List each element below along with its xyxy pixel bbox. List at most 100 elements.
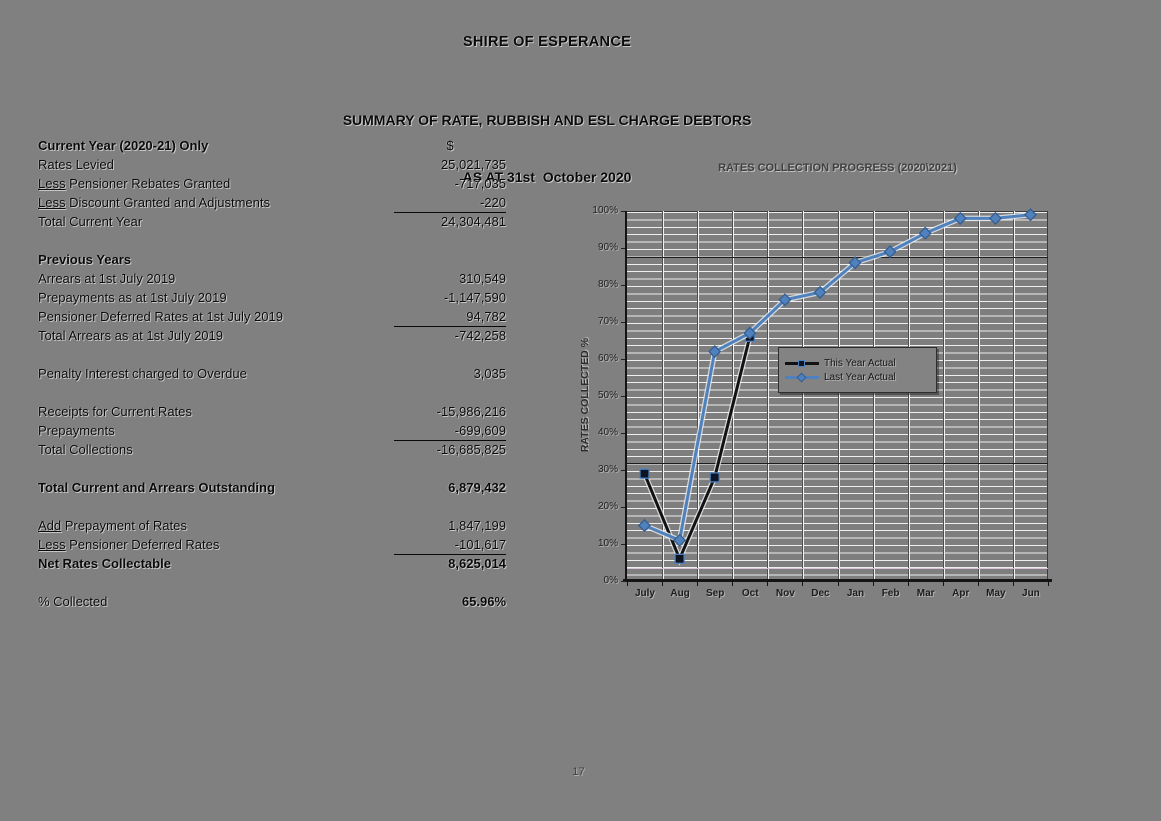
row-label: Receipts for Current Rates bbox=[38, 404, 192, 419]
x-tick-label: Feb bbox=[881, 588, 900, 599]
series-marker-this-year-actual bbox=[639, 468, 650, 479]
x-tick-label: Aug bbox=[670, 588, 690, 599]
y-tick-mark bbox=[621, 322, 625, 323]
row-value: -15,986,216 bbox=[436, 404, 506, 419]
series-marker-last-year-actual bbox=[743, 326, 757, 340]
row-label: Total Collections bbox=[38, 442, 133, 457]
series-marker-last-year-actual bbox=[778, 293, 792, 307]
table-row: Prepayments -699,609 bbox=[38, 422, 506, 441]
row-value: 6,879,432 bbox=[448, 480, 506, 495]
x-tick-mark bbox=[662, 582, 664, 586]
square-marker-icon bbox=[798, 359, 805, 367]
y-tick-mark bbox=[621, 470, 625, 471]
gridline-vertical bbox=[662, 211, 665, 581]
x-tick-mark bbox=[1012, 582, 1014, 586]
table-row: Total Collections -16,685,825 bbox=[38, 441, 506, 460]
debtors-summary-table: Current Year (2020-21) Only $ Rates Levied… bbox=[38, 137, 506, 612]
table-spacer-row bbox=[38, 384, 506, 403]
table-row: Penalty Interest charged to Overdue 3,035 bbox=[38, 365, 506, 384]
chart-title: RATES COLLECTION PROGRESS (2020\2021) bbox=[718, 162, 957, 174]
table-row: Prepayments as at 1st July 2019 -1,147,59… bbox=[38, 289, 506, 308]
row-label: Add Prepayment of Rates bbox=[38, 518, 187, 533]
legend-item: Last Year Actual bbox=[785, 372, 930, 383]
row-label: Current Year (2020-21) Only bbox=[38, 138, 209, 153]
x-tick-mark bbox=[872, 582, 874, 586]
series-marker-last-year-actual bbox=[883, 245, 897, 259]
reference-line bbox=[627, 257, 1048, 259]
row-label: Arrears at 1st July 2019 bbox=[38, 271, 176, 286]
series-marker-last-year-actual bbox=[953, 211, 967, 225]
table-row: Add Prepayment of Rates 1,847,199 bbox=[38, 517, 506, 536]
table-row: % Collected 65.96% bbox=[38, 593, 506, 612]
y-tick-label: 100% bbox=[592, 205, 618, 216]
page-title: SHIRE OF ESPERANCE bbox=[462, 34, 632, 50]
legend-item: This Year Actual bbox=[785, 358, 930, 369]
y-tick-label: 90% bbox=[597, 242, 618, 253]
table-row: Total Arrears as at 1st July 2019 -742,25… bbox=[38, 327, 506, 346]
series-marker-last-year-actual bbox=[1023, 208, 1038, 222]
row-value: -742,258 bbox=[454, 328, 506, 343]
x-tick-mark bbox=[697, 582, 699, 586]
legend-label: Last Year Actual bbox=[824, 371, 896, 383]
row-value: -717,035 bbox=[454, 176, 506, 191]
x-tick-label: July bbox=[634, 588, 655, 599]
row-value: 94,782 bbox=[394, 308, 506, 327]
series-marker-last-year-actual bbox=[708, 345, 722, 359]
x-tick-mark bbox=[837, 582, 839, 586]
x-tick-label: Jan bbox=[846, 588, 865, 599]
gridline-vertical bbox=[942, 211, 945, 581]
row-label: Total Current and Arrears Outstanding bbox=[38, 480, 275, 495]
y-tick-label: 80% bbox=[597, 279, 618, 290]
row-value: 3,035 bbox=[473, 366, 506, 381]
row-value: 24,304,481 bbox=[440, 214, 506, 229]
row-label: Less Discount Granted and Adjustments bbox=[38, 195, 270, 210]
legend-swatch-this-year-actual bbox=[785, 358, 819, 369]
row-label: Rates Levied bbox=[38, 157, 114, 172]
x-tick-mark bbox=[802, 582, 804, 586]
y-tick-mark bbox=[621, 285, 625, 286]
series-marker-last-year-actual bbox=[988, 211, 1002, 225]
y-tick-mark bbox=[621, 211, 625, 212]
row-label: Prepayments as at 1st July 2019 bbox=[38, 290, 227, 305]
row-value: 25,021,735 bbox=[440, 157, 506, 172]
table-row: Rates Levied 25,021,735 bbox=[38, 156, 506, 175]
reference-line bbox=[627, 568, 1048, 570]
x-axis-line bbox=[623, 579, 1052, 582]
x-tick-mark bbox=[1048, 582, 1049, 586]
row-value bbox=[394, 251, 506, 270]
y-tick-label: 70% bbox=[597, 316, 618, 327]
table-row: Total Current and Arrears Outstanding 6,8… bbox=[38, 479, 506, 498]
table-row: Current Year (2020-21) Only $ bbox=[38, 137, 506, 156]
x-tick-label: Dec bbox=[811, 588, 830, 599]
gridline-vertical bbox=[837, 211, 840, 581]
y-tick-label: 10% bbox=[597, 538, 618, 549]
table-row: Less Pensioner Rebates Granted -717,035 bbox=[38, 175, 506, 194]
page-number: 17 bbox=[572, 766, 585, 778]
row-label: Net Rates Collectable bbox=[38, 556, 171, 571]
diamond-marker-icon bbox=[796, 372, 807, 382]
y-tick-label: 60% bbox=[597, 353, 618, 364]
series-marker-this-year-actual bbox=[709, 472, 720, 483]
x-tick-label: Jun bbox=[1022, 588, 1040, 599]
x-tick-label: Nov bbox=[775, 588, 795, 599]
row-label: Prepayments bbox=[38, 423, 115, 438]
page-subtitle-line2: AS AT 31st October 2020 bbox=[462, 169, 632, 185]
reference-line bbox=[627, 462, 1048, 464]
y-tick-mark bbox=[621, 359, 625, 360]
row-label: Total Current Year bbox=[38, 214, 143, 229]
row-label: % Collected bbox=[38, 594, 108, 609]
gridline-vertical bbox=[977, 211, 980, 581]
y-tick-mark bbox=[621, 581, 625, 582]
row-label: Less Pensioner Deferred Rates bbox=[38, 537, 220, 552]
table-row: Less Pensioner Deferred Rates -101,617 bbox=[38, 536, 506, 555]
x-tick-label: Apr bbox=[952, 588, 970, 599]
gridline-vertical bbox=[907, 211, 910, 581]
legend-label: This Year Actual bbox=[824, 357, 896, 369]
page-subtitle-line1: SUMMARY OF RATE, RUBBISH AND ESL CHARGE … bbox=[342, 112, 752, 128]
series-marker-last-year-actual bbox=[813, 285, 827, 299]
x-tick-mark bbox=[732, 582, 734, 586]
row-value: 65.96% bbox=[461, 594, 506, 609]
x-tick-mark bbox=[977, 582, 979, 586]
x-tick-mark bbox=[907, 582, 909, 586]
row-value: -699,609 bbox=[394, 422, 506, 441]
